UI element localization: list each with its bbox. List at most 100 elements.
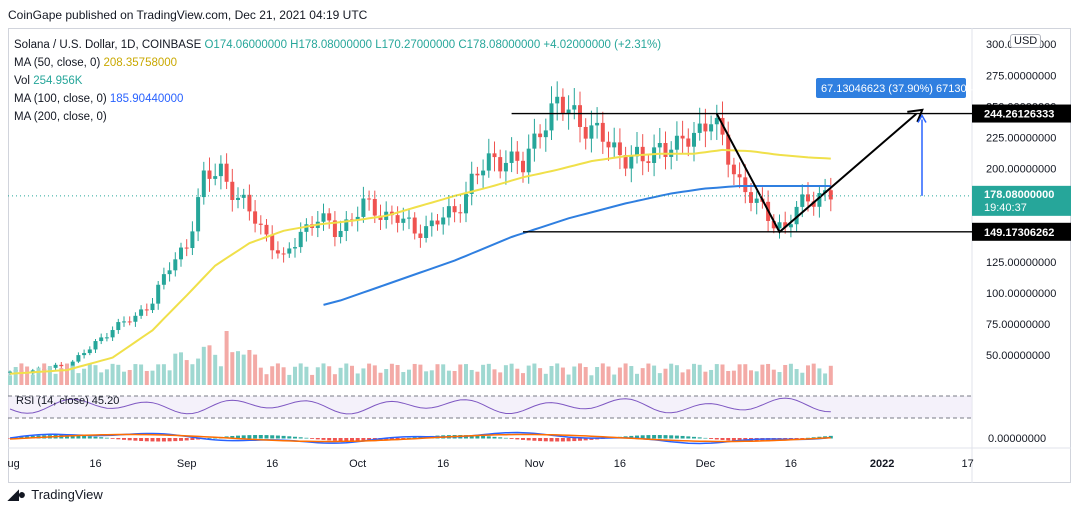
candle-body xyxy=(555,96,560,104)
candle-body xyxy=(612,142,617,148)
volume-bar xyxy=(612,374,617,385)
volume-bar xyxy=(389,363,394,385)
candle-body xyxy=(407,217,411,219)
candle-body xyxy=(492,153,497,158)
macd-histogram-bar xyxy=(76,435,81,439)
candle-body xyxy=(401,218,406,223)
candle-body xyxy=(298,231,303,248)
macd-histogram-bar xyxy=(486,436,491,439)
macd-histogram-bar xyxy=(583,438,588,441)
ma200-row[interactable]: MA (200, close, 0) xyxy=(14,108,661,126)
macd-histogram-bar xyxy=(720,438,725,440)
volume-bar xyxy=(173,353,178,385)
candle-body xyxy=(173,259,178,271)
candle-body xyxy=(498,157,503,172)
macd-histogram-bar xyxy=(566,438,571,442)
macd-histogram-bar xyxy=(327,438,332,441)
volume-row[interactable]: Vol 254.956K xyxy=(14,72,661,90)
candle-body xyxy=(629,156,634,169)
volume-bar xyxy=(87,363,92,385)
macd-histogram-bar xyxy=(578,438,582,441)
candle-body xyxy=(754,198,759,203)
volume-bar xyxy=(737,364,742,385)
candle-body xyxy=(264,224,269,235)
macd-histogram-bar xyxy=(709,438,714,439)
volume-bar xyxy=(59,368,64,385)
footer: ◢● TradingView xyxy=(8,486,103,503)
candle-body xyxy=(509,151,514,163)
x-tick-label: Sep xyxy=(177,458,197,470)
macd-histogram-bar xyxy=(726,438,731,441)
macd-histogram-bar xyxy=(731,438,736,441)
y-tick-label: 225.00000000 xyxy=(986,132,1056,144)
x-tick-label: 16 xyxy=(614,458,626,470)
y-tick-label: 275.00000000 xyxy=(986,70,1056,82)
candle-body xyxy=(253,211,258,224)
ma50-row[interactable]: MA (50, close, 0) 208.35758000 xyxy=(14,54,661,72)
macd-histogram-bar xyxy=(93,436,98,439)
macd-histogram-bar xyxy=(475,435,480,439)
volume-bar xyxy=(281,367,286,385)
volume-bar xyxy=(230,352,235,385)
volume-bar xyxy=(361,368,366,385)
volume-bar xyxy=(315,367,320,385)
ohlc-values: O174.06000000 H178.08000000 L170.2700000… xyxy=(204,39,662,51)
macd-histogram-bar xyxy=(287,436,292,439)
ma200-label: MA (200, close, 0) xyxy=(14,111,107,123)
measure-label-box xyxy=(816,78,966,98)
candle-body xyxy=(116,322,121,331)
candle-body xyxy=(150,303,155,311)
candle-body xyxy=(811,201,816,207)
volume-bar xyxy=(8,375,12,385)
volume-bar xyxy=(458,364,463,385)
candle-body xyxy=(464,193,468,214)
macd-histogram-bar xyxy=(532,438,537,441)
candle-body xyxy=(543,130,548,138)
macd-histogram-bar xyxy=(646,435,651,439)
macd-histogram-bar xyxy=(241,435,246,439)
candle-body xyxy=(287,248,292,254)
volume-bar xyxy=(794,369,799,385)
macd-histogram-bar xyxy=(714,438,719,440)
candle-body xyxy=(104,337,109,339)
macd-histogram-bar xyxy=(332,438,337,441)
volume-bar xyxy=(446,370,451,385)
candle-body xyxy=(623,155,628,169)
candle-body xyxy=(99,337,104,342)
chart-frame xyxy=(8,28,1071,483)
x-tick-label: 16 xyxy=(266,458,278,470)
candle-body xyxy=(469,173,474,194)
volume-bar xyxy=(344,363,349,385)
macd-histogram-bar xyxy=(412,437,417,439)
footer-brand: TradingView xyxy=(31,487,103,502)
macd-histogram-bar xyxy=(481,435,486,439)
macd-histogram-bar xyxy=(207,437,212,439)
volume-bar xyxy=(441,364,446,385)
volume-bar xyxy=(270,366,275,385)
candle-body xyxy=(270,234,275,251)
x-tick-label: 17 xyxy=(961,458,973,470)
macd-histogram-bar xyxy=(127,438,132,441)
macd-histogram-bar xyxy=(321,438,326,440)
candle-body xyxy=(412,217,417,234)
price-chart[interactable]: 50.00000000 75.00000000 100.00000000 125.00… xyxy=(8,28,1071,483)
macd-histogram-bar xyxy=(116,438,121,440)
candle-body xyxy=(583,126,588,139)
candle-body xyxy=(458,212,463,214)
candle-body xyxy=(179,247,183,260)
currency-badge[interactable]: USD xyxy=(1010,34,1042,48)
volume-bar xyxy=(104,369,109,385)
candle-body xyxy=(367,198,372,200)
candle-body xyxy=(230,181,235,200)
macd-histogram-bar xyxy=(692,436,696,439)
ma100-line xyxy=(323,185,831,306)
volume-bar xyxy=(560,367,565,385)
ma100-row[interactable]: MA (100, close, 0) 185.90440000 xyxy=(14,90,661,108)
volume-bar xyxy=(161,364,166,385)
volume-bar xyxy=(766,363,771,385)
volume-bar xyxy=(247,349,252,385)
last-price-badge xyxy=(972,185,1071,216)
macd-histogram-bar xyxy=(133,438,138,441)
candle-body xyxy=(201,170,206,198)
macd-line xyxy=(9,431,831,445)
